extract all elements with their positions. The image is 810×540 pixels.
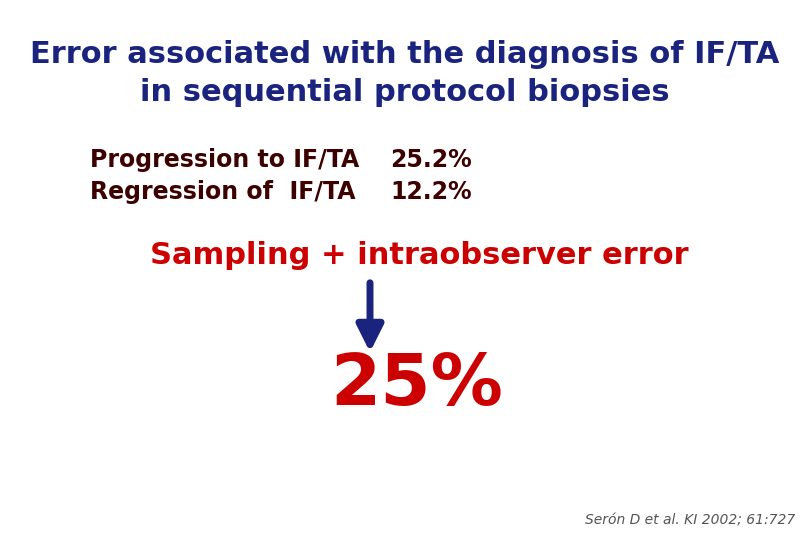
Text: Regression of  IF/TA: Regression of IF/TA	[90, 180, 356, 204]
Text: Sampling + intraobserver error: Sampling + intraobserver error	[150, 240, 688, 269]
Text: in sequential protocol biopsies: in sequential protocol biopsies	[140, 78, 670, 107]
Text: Serón D et al. KI 2002; 61:727: Serón D et al. KI 2002; 61:727	[585, 514, 795, 528]
Text: 25.2%: 25.2%	[390, 148, 471, 172]
Text: 12.2%: 12.2%	[390, 180, 471, 204]
Text: 25%: 25%	[330, 350, 503, 420]
Text: Error associated with the diagnosis of IF/TA: Error associated with the diagnosis of I…	[30, 40, 780, 69]
Text: Progression to IF/TA: Progression to IF/TA	[90, 148, 360, 172]
